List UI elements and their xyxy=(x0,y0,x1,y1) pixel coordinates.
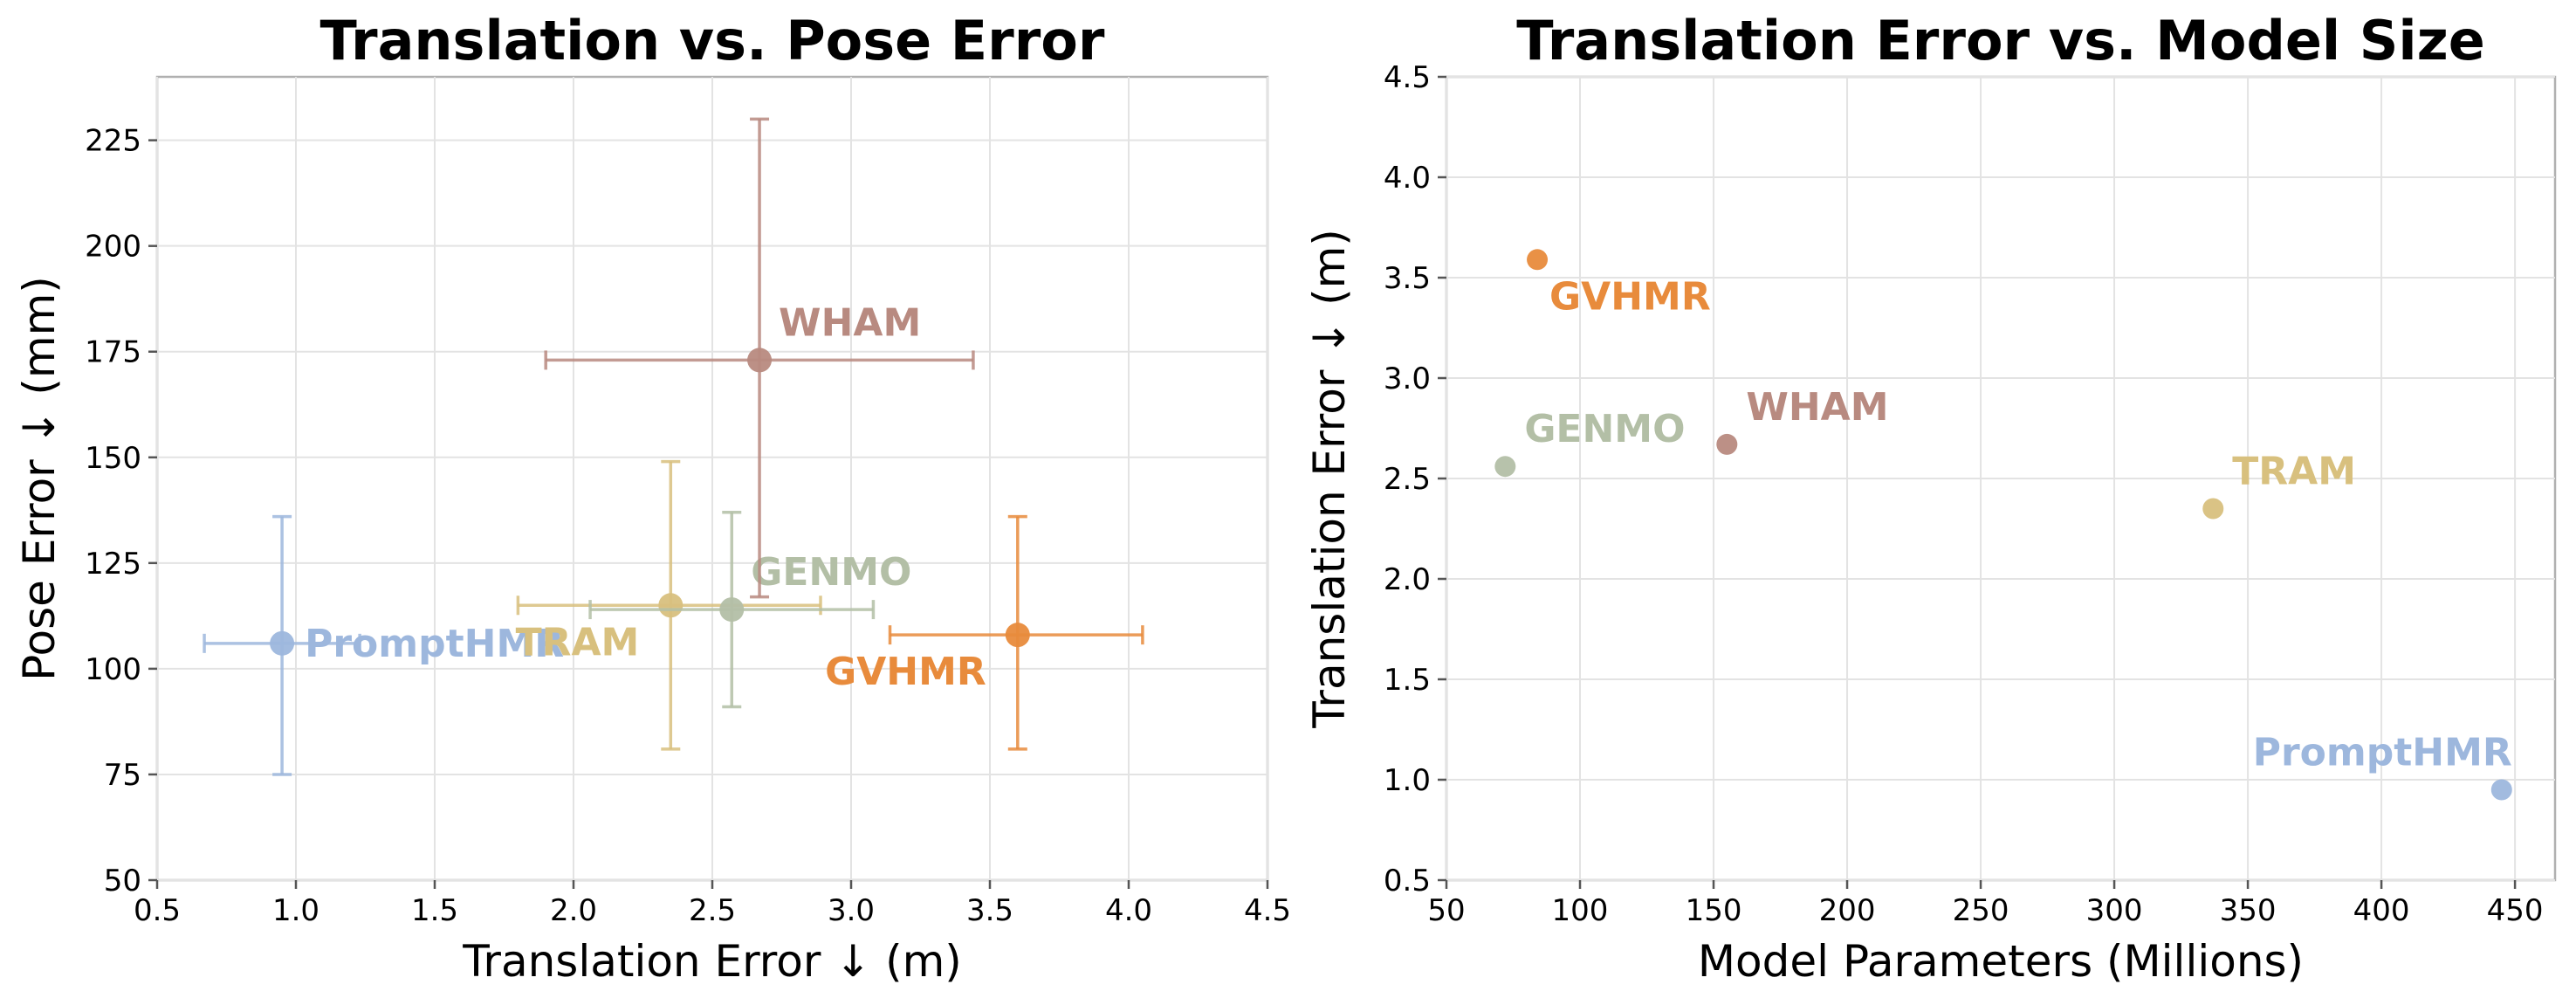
x-tick-label: 3.0 xyxy=(828,893,875,928)
point-label: GVHMR xyxy=(825,650,986,694)
y-tick-label: 2.5 xyxy=(1384,462,1431,497)
data-point-prompthmr: PromptHMR xyxy=(2253,731,2512,801)
data-point-genmo: GENMO xyxy=(588,510,911,709)
y-tick-label: 75 xyxy=(104,758,141,793)
x-tick-label: 2.5 xyxy=(689,893,736,928)
y-tick-label: 175 xyxy=(85,335,141,370)
x-tick-label: 250 xyxy=(1953,893,2009,928)
y-tick-label: 200 xyxy=(85,230,141,265)
data-point-tram: TRAM xyxy=(516,459,822,751)
point-marker xyxy=(1716,433,1738,455)
y-tick-label: 3.0 xyxy=(1384,361,1431,396)
y-tick-label: 100 xyxy=(85,652,141,687)
chart-title: Translation vs. Pose Error xyxy=(320,9,1105,72)
y-tick-label: 1.0 xyxy=(1384,763,1431,798)
data-point-prompthmr: PromptHMR xyxy=(203,514,564,776)
grid-lines xyxy=(156,77,1268,881)
axis-ticks: 0.5 1.0 1.5 2.0 2.5 3.0 3.5 4.0 4.5 50 75 100 125 150… xyxy=(85,124,1291,928)
x-tick-label: 0.5 xyxy=(134,893,181,928)
x-tick-label: 150 xyxy=(1686,893,1742,928)
point-label: GENMO xyxy=(1524,407,1685,451)
grid-lines xyxy=(1446,76,2555,881)
x-tick-label: 350 xyxy=(2220,893,2277,928)
x-tick-label: 2.0 xyxy=(550,893,597,928)
point-marker xyxy=(2202,498,2224,520)
point-label: WHAM xyxy=(1746,385,1888,430)
chart-title: Translation Error vs. Model Size xyxy=(1516,9,2485,72)
point-marker xyxy=(270,630,295,656)
x-tick-label: 300 xyxy=(2086,893,2143,928)
data-point-tram: TRAM xyxy=(2202,450,2356,520)
x-tick-label: 450 xyxy=(2487,893,2544,928)
x-tick-label: 4.5 xyxy=(1244,893,1291,928)
y-tick-label: 0.5 xyxy=(1384,864,1431,898)
point-marker xyxy=(1527,249,1549,271)
data-point-wham: WHAM xyxy=(544,117,975,599)
point-label: TRAM xyxy=(516,620,640,664)
data-point-wham: WHAM xyxy=(1716,385,1889,455)
x-tick-label: 3.5 xyxy=(966,893,1013,928)
data-point-gvhmr: GVHMR xyxy=(1527,249,1711,319)
y-tick-label: 2.0 xyxy=(1384,562,1431,597)
x-tick-label: 200 xyxy=(1819,893,1876,928)
point-label: WHAM xyxy=(779,300,921,345)
chart-translation-vs-pose: 0.5 1.0 1.5 2.0 2.5 3.0 3.5 4.0 4.5 50 75 100 125 150… xyxy=(14,9,1291,987)
point-label: TRAM xyxy=(2232,450,2356,494)
axis-ticks: 50 100 150 200 250 300 350 400 450 0.5 1.0 1.5 2.0 2.… xyxy=(1384,60,2544,928)
y-tick-label: 4.5 xyxy=(1384,60,1431,95)
x-tick-label: 100 xyxy=(1552,893,1609,928)
x-tick-label: 4.0 xyxy=(1105,893,1152,928)
point-label: GVHMR xyxy=(1549,274,1711,319)
y-tick-label: 1.5 xyxy=(1384,663,1431,698)
y-tick-label: 50 xyxy=(104,864,141,898)
y-tick-label: 150 xyxy=(85,441,141,476)
point-label: PromptHMR xyxy=(2253,731,2512,775)
y-axis-label: Pose Error ↓ (mm) xyxy=(14,276,65,681)
x-axis-label: Translation Error ↓ (m) xyxy=(462,936,962,987)
point-label: GENMO xyxy=(751,550,911,595)
y-tick-label: 4.0 xyxy=(1384,161,1431,196)
y-tick-label: 125 xyxy=(85,547,141,582)
point-marker xyxy=(2490,779,2512,801)
x-tick-label: 1.0 xyxy=(272,893,319,928)
point-marker xyxy=(658,593,683,618)
point-label: PromptHMR xyxy=(305,622,564,666)
point-marker xyxy=(719,597,745,623)
data-point-genmo: GENMO xyxy=(1494,407,1686,478)
y-tick-label: 3.5 xyxy=(1384,261,1431,296)
chart-translation-vs-model-size: 50 100 150 200 250 300 350 400 450 0.5 1.0 1.5 2.0 2.… xyxy=(1304,9,2557,987)
x-tick-label: 400 xyxy=(2353,893,2410,928)
point-marker xyxy=(1494,456,1516,478)
point-marker xyxy=(747,348,773,373)
data-point-gvhmr: GVHMR xyxy=(825,514,1144,751)
x-tick-label: 1.5 xyxy=(411,893,458,928)
y-axis-label: Translation Error ↓ (m) xyxy=(1304,229,1355,729)
y-tick-label: 225 xyxy=(85,124,141,159)
data-marks: GVHMR GENMO WHAM TRAM PromptHMR xyxy=(1494,249,2512,801)
point-marker xyxy=(1005,623,1030,648)
x-axis-label: Model Parameters (Millions) xyxy=(1698,936,2304,987)
x-tick-label: 50 xyxy=(1427,893,1465,928)
